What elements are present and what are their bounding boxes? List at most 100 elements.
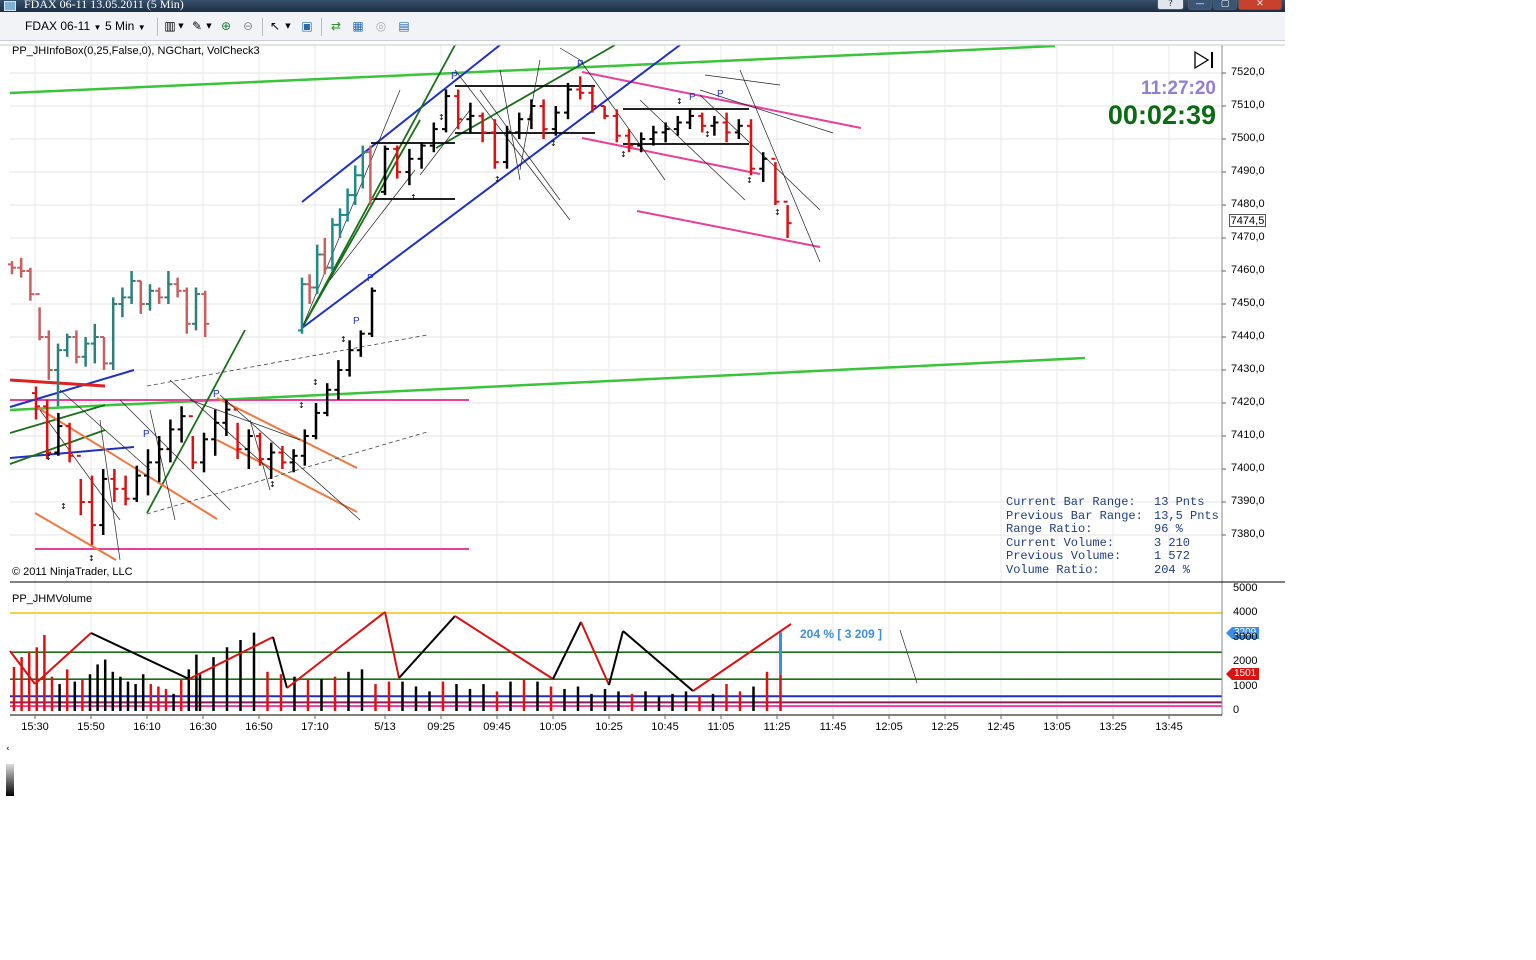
info-box-row: Range Ratio: 96 % (1006, 523, 1219, 537)
info-box-key: Previous Bar Range: (1006, 510, 1154, 524)
zigzag-segment (609, 631, 623, 685)
info-box-row: Previous Volume: 1 572 (1006, 550, 1219, 564)
sketch-line (330, 170, 415, 280)
price-tick-label: 7510,0 (1231, 99, 1265, 111)
info-box-row: Current Volume: 3 210 (1006, 537, 1219, 551)
copyright-label: © 2011 NinjaTrader, LLC (12, 566, 133, 578)
interval-selector[interactable]: 5 Min ▼ (105, 19, 146, 33)
time-tick-label: 13:05 (1042, 721, 1072, 733)
time-tick-label: 17:10 (300, 721, 330, 733)
signal-arrow: ↕ (269, 480, 276, 489)
time-tick-label: 09:45 (482, 721, 512, 733)
last-price-marker: 7474,5 (1229, 214, 1266, 227)
pivot-marker: P (451, 71, 458, 82)
trendline (10, 370, 134, 407)
bar-timer: 00:02:39 (1100, 100, 1216, 131)
average-volume-badge: 1501 (1232, 668, 1259, 680)
info-box-value: 96 % (1154, 522, 1183, 536)
volume-tick-label: 4000 (1233, 606, 1257, 618)
signal-arrow: ↕ (312, 378, 319, 387)
pivot-marker: P (143, 429, 150, 440)
signal-arrow: ↕ (410, 193, 417, 202)
signal-arrow: ↕ (340, 335, 347, 344)
time-tick-label: 11:25 (762, 721, 792, 733)
time-tick-label: 13:25 (1098, 721, 1128, 733)
maximize-button[interactable]: ▢ (1213, 0, 1237, 10)
svg-text:‹: ‹ (6, 744, 10, 754)
zigzag-segment (399, 616, 455, 678)
time-tick-label: 12:45 (986, 721, 1016, 733)
help-button[interactable]: ? (1157, 0, 1184, 10)
zoom-out-icon[interactable]: ⊖ (241, 19, 255, 33)
volume-series (10, 612, 1222, 711)
zigzag-segment (693, 624, 791, 691)
time-tick-label: 10:05 (538, 721, 568, 733)
info-box-row: Previous Bar Range: 13,5 Pnts (1006, 510, 1219, 524)
zoom-in-icon[interactable]: ⊕ (219, 19, 233, 33)
chevron-down-icon[interactable]: ▼ (281, 19, 295, 33)
strategies-icon[interactable]: ⇄ (329, 19, 343, 33)
window-title: FDAX 06-11 13.05.2011 (5 Min) (24, 0, 184, 12)
zigzag-segment (189, 637, 273, 679)
signal-arrow: ↕ (676, 97, 683, 106)
toolbar-separator (321, 18, 322, 36)
scroll-strip[interactable]: ‹ (6, 742, 14, 796)
indicators-icon[interactable]: ▦ (351, 19, 365, 33)
price-tick-label: 7440,0 (1231, 330, 1265, 342)
toolbar-separator (157, 18, 158, 36)
pivot-marker: P (367, 273, 374, 284)
price-tick-label: 7390,0 (1231, 495, 1265, 507)
info-box-row: Current Bar Range: 13 Pnts (1006, 496, 1219, 510)
sketch-line (900, 630, 917, 683)
info-box-value: 204 % (1154, 563, 1190, 577)
chevron-down-icon: ▼ (138, 23, 146, 32)
sketch-line (700, 95, 820, 210)
close-button[interactable]: ✕ (1238, 0, 1282, 10)
chevron-down-icon[interactable]: ▼ (174, 19, 188, 33)
signal-arrow: ↕ (60, 502, 67, 511)
time-tick-label: 15:30 (20, 721, 50, 733)
zigzag-segment (455, 616, 553, 679)
price-tick-label: 7400,0 (1231, 462, 1265, 474)
volume-indicator-label: PP_JHMVolume (12, 593, 92, 605)
time-tick-label: 5/13 (370, 721, 400, 733)
indicators-label: PP_JHInfoBox(0,25,False,0), NGChart, Vol… (12, 45, 260, 57)
channel-line (637, 211, 820, 247)
instrument-selector[interactable]: FDAX 06-11 ▼ (25, 19, 101, 33)
cursor-icon[interactable]: ↖ (268, 19, 282, 33)
volume-ratio-label: 204 % [ 3 209 ] (800, 627, 882, 641)
pivot-marker: P (717, 89, 724, 100)
minimize-button[interactable]: — (1188, 0, 1212, 10)
info-box-row: Volume Ratio: 204 % (1006, 564, 1219, 578)
time-tick-label: 12:25 (930, 721, 960, 733)
zigzag-segment (553, 622, 581, 679)
price-tick-label: 7430,0 (1231, 363, 1265, 375)
info-box: Current Bar Range: 13 Pnts Previous Bar Ra… (1006, 496, 1219, 578)
price-tick-label: 7470,0 (1231, 231, 1265, 243)
chart-trader-icon[interactable]: ◎ (374, 19, 388, 33)
volume-tick-label: 3000 (1233, 631, 1257, 643)
zigzag-segment (581, 622, 609, 685)
time-tick-label: 16:10 (132, 721, 162, 733)
drawing-objects (10, 45, 1085, 683)
data-box-icon[interactable]: ▣ (300, 19, 314, 33)
price-tick-label: 7450,0 (1231, 297, 1265, 309)
properties-icon[interactable]: ▤ (397, 19, 411, 33)
info-box-value: 13 Pnts (1154, 495, 1204, 509)
trendline (302, 45, 680, 328)
price-tick-label: 7500,0 (1231, 132, 1265, 144)
play-icon[interactable] (1193, 50, 1215, 70)
signal-arrow: ↕ (494, 175, 501, 184)
time-tick-label: 13:45 (1154, 721, 1184, 733)
signal-arrow: ↕ (746, 176, 753, 185)
pivot-marker: P (353, 316, 360, 327)
sketch-line (170, 380, 270, 470)
chevron-down-icon[interactable]: ▼ (202, 19, 216, 33)
volume-tick-label: 0 (1233, 704, 1239, 716)
info-box-key: Range Ratio: (1006, 523, 1154, 537)
chart-canvas[interactable]: P P P P P P P P ↕ ↕ ↕ ↕ ↕ ↕ ↕ ↕ ↕ ↕ ↕ ↕ ↕ ↕ ↕ ↕ (0, 40, 1285, 740)
info-box-value: 13,5 Pnts (1154, 509, 1219, 523)
title-bar: FDAX 06-11 13.05.2011 (5 Min) ? — ▢ ✕ (0, 0, 1285, 12)
volume-tick-label: 5000 (1233, 582, 1257, 594)
time-tick-label: 10:25 (594, 721, 624, 733)
